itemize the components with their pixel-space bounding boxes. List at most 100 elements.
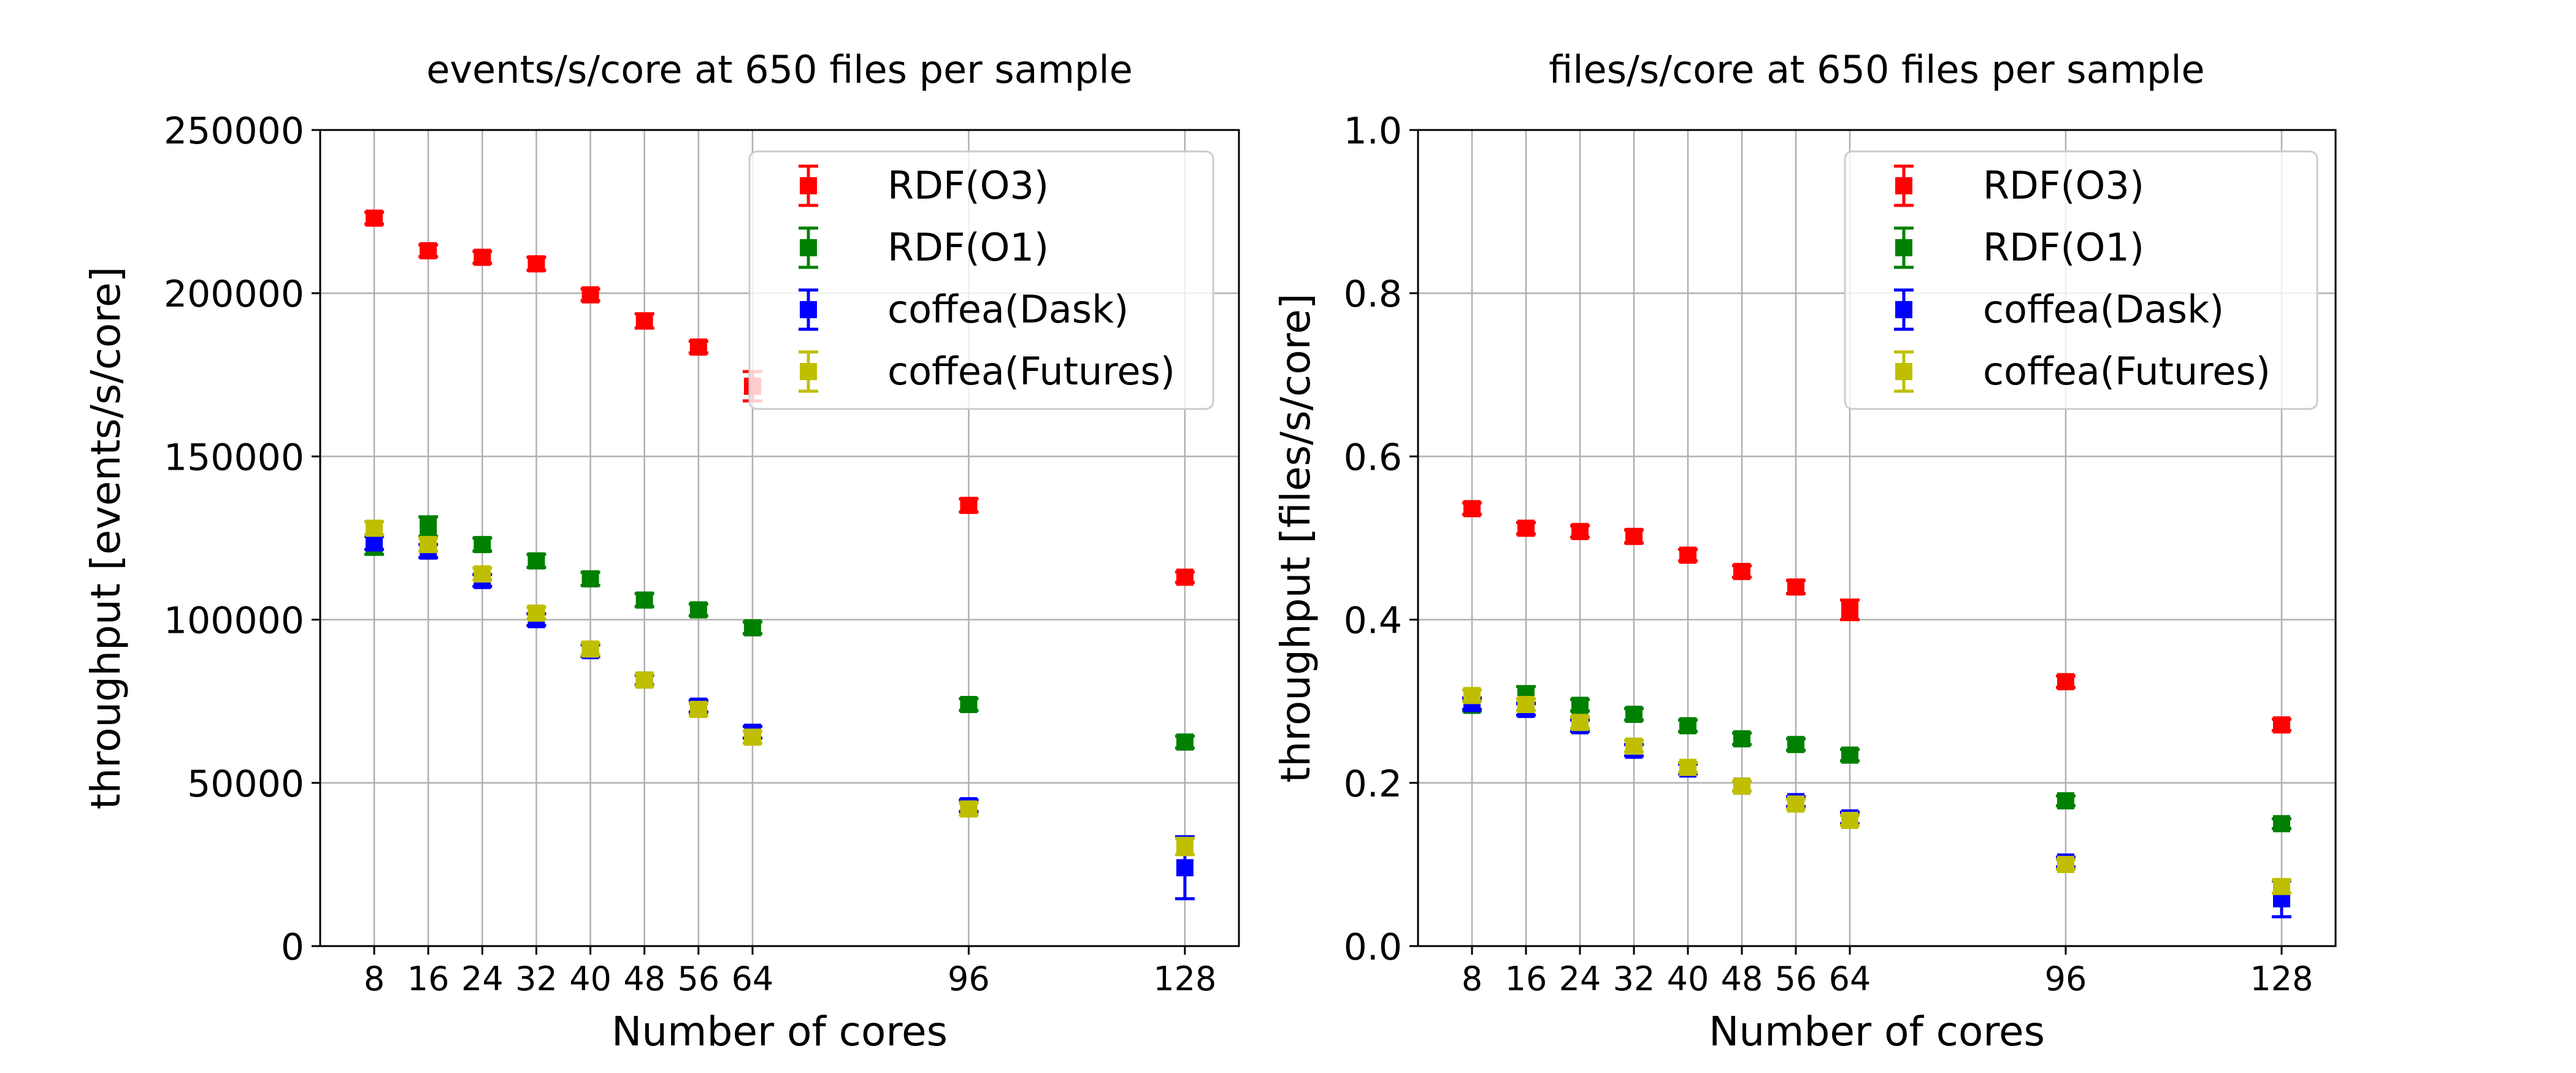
x-tick-label: 8: [1462, 960, 1482, 998]
legend-label: coffea(Futures): [887, 349, 1175, 394]
data-point-rdf-o1-marker: [2273, 815, 2290, 833]
legend-marker-rdf-o3: [1894, 164, 1914, 207]
y-tick-label: 0.8: [1344, 273, 1402, 316]
data-point-rdf-o1: [580, 570, 600, 588]
legend-marker-coffea-dask: [799, 288, 818, 331]
data-point-coffea-futures-marker: [1176, 838, 1194, 855]
x-tick-label: 16: [407, 960, 450, 998]
x-axis-label: Number of cores: [611, 1008, 948, 1055]
data-point-rdf-o3: [634, 312, 654, 330]
data-point-coffea-futures: [1624, 737, 1644, 755]
x-tick-label: 16: [1505, 960, 1547, 998]
data-point-coffea-futures: [1516, 696, 1536, 714]
y-tick-label: 250000: [164, 110, 304, 153]
data-point-coffea-futures-marker: [1463, 687, 1481, 705]
data-point-coffea-futures: [1786, 795, 1806, 813]
series-rdf-o1: [364, 515, 1195, 751]
legend-label: RDF(O3): [887, 163, 1049, 208]
data-point-coffea-futures-marker: [2273, 877, 2290, 895]
series-rdf-o3: [1462, 500, 2291, 734]
x-tick-label: 24: [461, 960, 504, 998]
legend-label: coffea(Dask): [1983, 287, 2224, 332]
data-point-rdf-o1-marker: [1679, 717, 1696, 735]
legend-marker-rdf-o1: [799, 226, 818, 269]
data-point-rdf-o1: [1786, 736, 1806, 754]
x-tick-label: 56: [1775, 960, 1817, 998]
data-point-rdf-o3-marker: [1176, 568, 1194, 586]
data-point-coffea-futures-marker: [743, 728, 761, 746]
legend-label: RDF(O1): [1983, 225, 2144, 270]
data-point-rdf-o3-marker: [1679, 546, 1696, 564]
y-axis-label: throughput [files/s/core]: [1272, 293, 1319, 782]
data-point-rdf-o1: [688, 601, 708, 619]
data-point-coffea-futures: [1175, 836, 1195, 857]
legend-marker-rdf-o1: [1894, 226, 1914, 269]
data-point-rdf-o3-marker: [635, 312, 653, 330]
data-point-rdf-o1-marker: [635, 591, 653, 609]
data-point-coffea-futures: [580, 640, 600, 658]
data-point-coffea-futures-marker: [366, 519, 383, 537]
data-point-coffea-futures: [526, 604, 546, 622]
series-coffea-futures: [364, 519, 1195, 857]
data-point-rdf-o1-marker: [473, 536, 491, 554]
x-tick-label: 96: [948, 960, 990, 998]
data-point-rdf-o3-marker: [1463, 500, 1481, 517]
data-point-coffea-futures: [1732, 777, 1752, 795]
data-point-rdf-o3: [1786, 578, 1806, 596]
data-point-rdf-o3: [959, 497, 979, 514]
data-point-rdf-o1-marker: [1787, 736, 1804, 754]
data-point-rdf-o1: [2272, 815, 2291, 833]
data-point-rdf-o1-marker: [1571, 697, 1589, 714]
x-tick-label: 40: [1667, 960, 1709, 998]
data-point-coffea-futures-marker: [960, 800, 978, 818]
data-point-coffea-futures-marker: [1733, 777, 1750, 795]
x-tick-label: 64: [732, 960, 774, 998]
data-point-coffea-dask-marker: [366, 534, 383, 552]
x-axis-label: Number of cores: [1709, 1008, 2045, 1055]
legend-marker-rdf-o1-marker: [1895, 239, 1912, 256]
data-point-coffea-dask-marker: [1176, 859, 1194, 877]
x-tick-label: 8: [364, 960, 385, 998]
data-point-coffea-futures: [418, 536, 439, 554]
legend-marker-coffea-futures: [799, 350, 818, 393]
x-tick-label: 128: [1153, 960, 1216, 998]
legend-marker-rdf-o3-marker: [1895, 177, 1912, 194]
data-point-coffea-futures: [1462, 687, 1482, 705]
data-point-rdf-o3: [1570, 522, 1590, 540]
data-point-coffea-futures-marker: [420, 536, 437, 554]
x-tick-label: 128: [2250, 960, 2313, 998]
data-point-coffea-futures-marker: [473, 565, 491, 583]
data-point-rdf-o3-marker: [1517, 519, 1535, 537]
data-point-rdf-o3: [1175, 568, 1195, 586]
data-point-rdf-o1: [1570, 697, 1590, 714]
data-point-rdf-o3-marker: [960, 497, 978, 514]
data-point-coffea-futures: [634, 671, 654, 689]
series-rdf-o3: [364, 209, 1195, 586]
data-point-rdf-o1-marker: [1733, 730, 1750, 747]
plot-frame: [1417, 129, 2337, 947]
legend-box: [1844, 150, 2318, 410]
y-tick-label: 0.0: [1344, 926, 1402, 969]
data-point-rdf-o3: [1678, 546, 1698, 564]
data-point-rdf-o3-marker: [1733, 563, 1750, 581]
data-point-coffea-futures: [2272, 877, 2291, 895]
data-point-rdf-o1: [742, 619, 762, 636]
x-tick-label: 32: [515, 960, 558, 998]
data-point-rdf-o1-marker: [1841, 746, 1858, 764]
data-point-rdf-o1: [1840, 746, 1860, 764]
legend-box: [748, 150, 1214, 410]
data-point-rdf-o3: [688, 338, 708, 356]
data-point-coffea-futures-marker: [1625, 737, 1643, 755]
panel-events-per-core: 8 16 24 32 40 48 56 64 96 128 0 50000 100000 150000 20…: [82, 47, 1240, 1055]
data-point-coffea-futures-marker: [527, 604, 545, 622]
data-point-coffea-futures-marker: [581, 640, 599, 658]
y-tick-label: 150000: [164, 436, 304, 479]
legend-marker-rdf-o1-marker: [800, 239, 817, 256]
data-point-rdf-o3: [1624, 527, 1644, 545]
data-point-rdf-o1: [959, 696, 979, 714]
data-point-coffea-futures: [1570, 714, 1590, 731]
data-point-coffea-futures: [1678, 758, 1698, 776]
data-point-rdf-o3: [580, 286, 600, 304]
legend: RDF(O3) RDF(O1) coffea(Dask) coffea(Futures…: [748, 150, 1214, 410]
